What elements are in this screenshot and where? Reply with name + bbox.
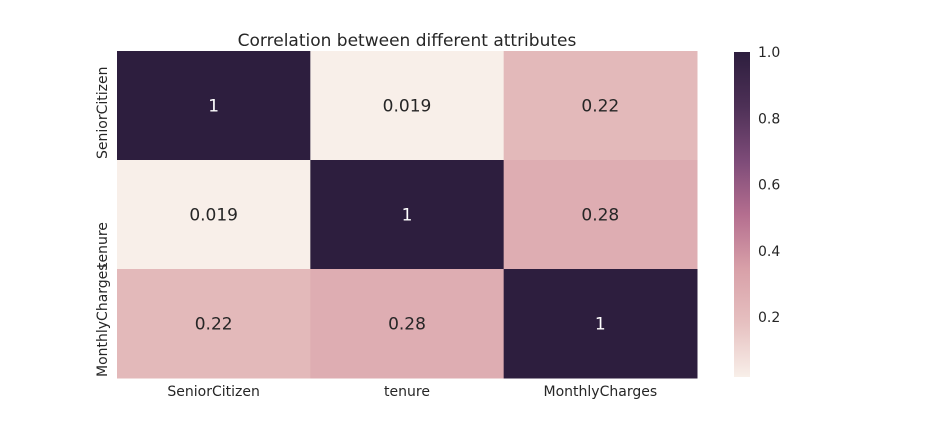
chart-title: Correlation between different attributes <box>238 31 577 51</box>
cell-annotation: 1 <box>595 315 606 335</box>
colorbar-tick-label: 0.4 <box>758 244 780 260</box>
heatmap-cell <box>310 160 505 270</box>
cell-annotation: 0.28 <box>581 206 619 226</box>
y-tick-label: MonthlyCharges <box>95 263 111 377</box>
cell-annotation: 0.019 <box>383 97 432 117</box>
y-tick-label: tenure <box>95 222 111 268</box>
heatmap-cell <box>117 51 311 161</box>
heatmap-cell <box>503 51 698 161</box>
heatmap-cell <box>503 160 698 270</box>
cell-annotation: 1 <box>402 206 413 226</box>
x-tick-label: tenure <box>384 384 430 400</box>
heatmap-cell <box>117 160 311 270</box>
colorbar-tick-label: 0.8 <box>758 111 780 127</box>
colorbar-gradient <box>734 52 750 377</box>
colorbar: 0.2 0.4 0.6 0.8 1.0 <box>734 45 780 377</box>
cell-annotation: 1 <box>208 97 219 117</box>
heatmap-cell <box>503 269 698 379</box>
heatmap-cells: 1 0.019 0.22 0.019 1 0.28 0.22 0.28 1 <box>117 51 698 379</box>
cell-annotation: 0.28 <box>388 315 426 335</box>
colorbar-tick-label: 0.6 <box>758 178 780 194</box>
heatmap-cell <box>310 269 505 379</box>
x-tick-label: MonthlyCharges <box>544 384 658 400</box>
x-axis-tick-labels: SeniorCitizen tenure MonthlyCharges <box>167 384 657 400</box>
y-tick-label: SeniorCitizen <box>95 67 111 159</box>
colorbar-tick-label: 1.0 <box>758 45 780 61</box>
cell-annotation: 0.019 <box>189 206 238 226</box>
colorbar-tick-label: 0.2 <box>758 310 780 326</box>
heatmap-cell <box>117 269 311 379</box>
cell-annotation: 0.22 <box>581 97 619 117</box>
x-tick-label: SeniorCitizen <box>167 384 259 400</box>
cell-annotation: 0.22 <box>195 315 233 335</box>
heatmap-cell <box>310 51 505 161</box>
